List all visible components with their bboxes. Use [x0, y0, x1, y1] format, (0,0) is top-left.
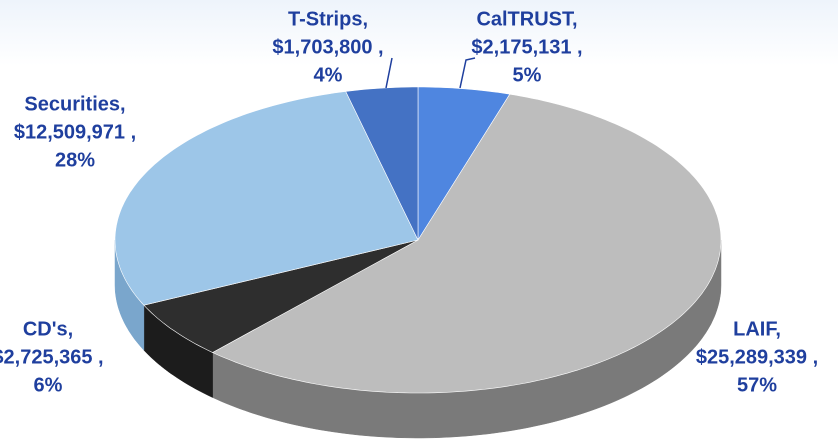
value-label: $12,509,971 , — [14, 121, 136, 143]
category-label: Securities, — [24, 93, 125, 115]
pie-slice — [143, 239, 419, 353]
labels: CalTRUST, $2,175,131 , 5% LAIF, $25,289,339 … — [0, 8, 818, 396]
percent-label: 4% — [314, 64, 343, 86]
leader-line — [459, 57, 476, 89]
percent-label: 57% — [737, 374, 777, 396]
category-label: T-Strips, — [288, 8, 368, 30]
pie-slice — [211, 93, 722, 394]
value-label: $25,289,339 , — [696, 346, 818, 368]
category-label: CD's, — [23, 318, 73, 340]
percent-label: 28% — [55, 149, 95, 171]
value-label: $2,725,365 , — [0, 346, 104, 368]
pie-slice — [345, 86, 419, 241]
pie-sides — [114, 239, 722, 439]
pie-tops — [114, 86, 722, 394]
pie-slice — [114, 91, 419, 306]
percent-label: 5% — [513, 64, 542, 86]
leader-line — [385, 57, 393, 89]
percent-label: 6% — [34, 374, 63, 396]
category-label: LAIF, — [733, 318, 781, 340]
value-label: $1,703,800 , — [272, 36, 383, 58]
value-label: $2,175,131 , — [471, 36, 582, 58]
pie-slice — [417, 86, 511, 242]
category-label: CalTRUST, — [476, 8, 577, 30]
